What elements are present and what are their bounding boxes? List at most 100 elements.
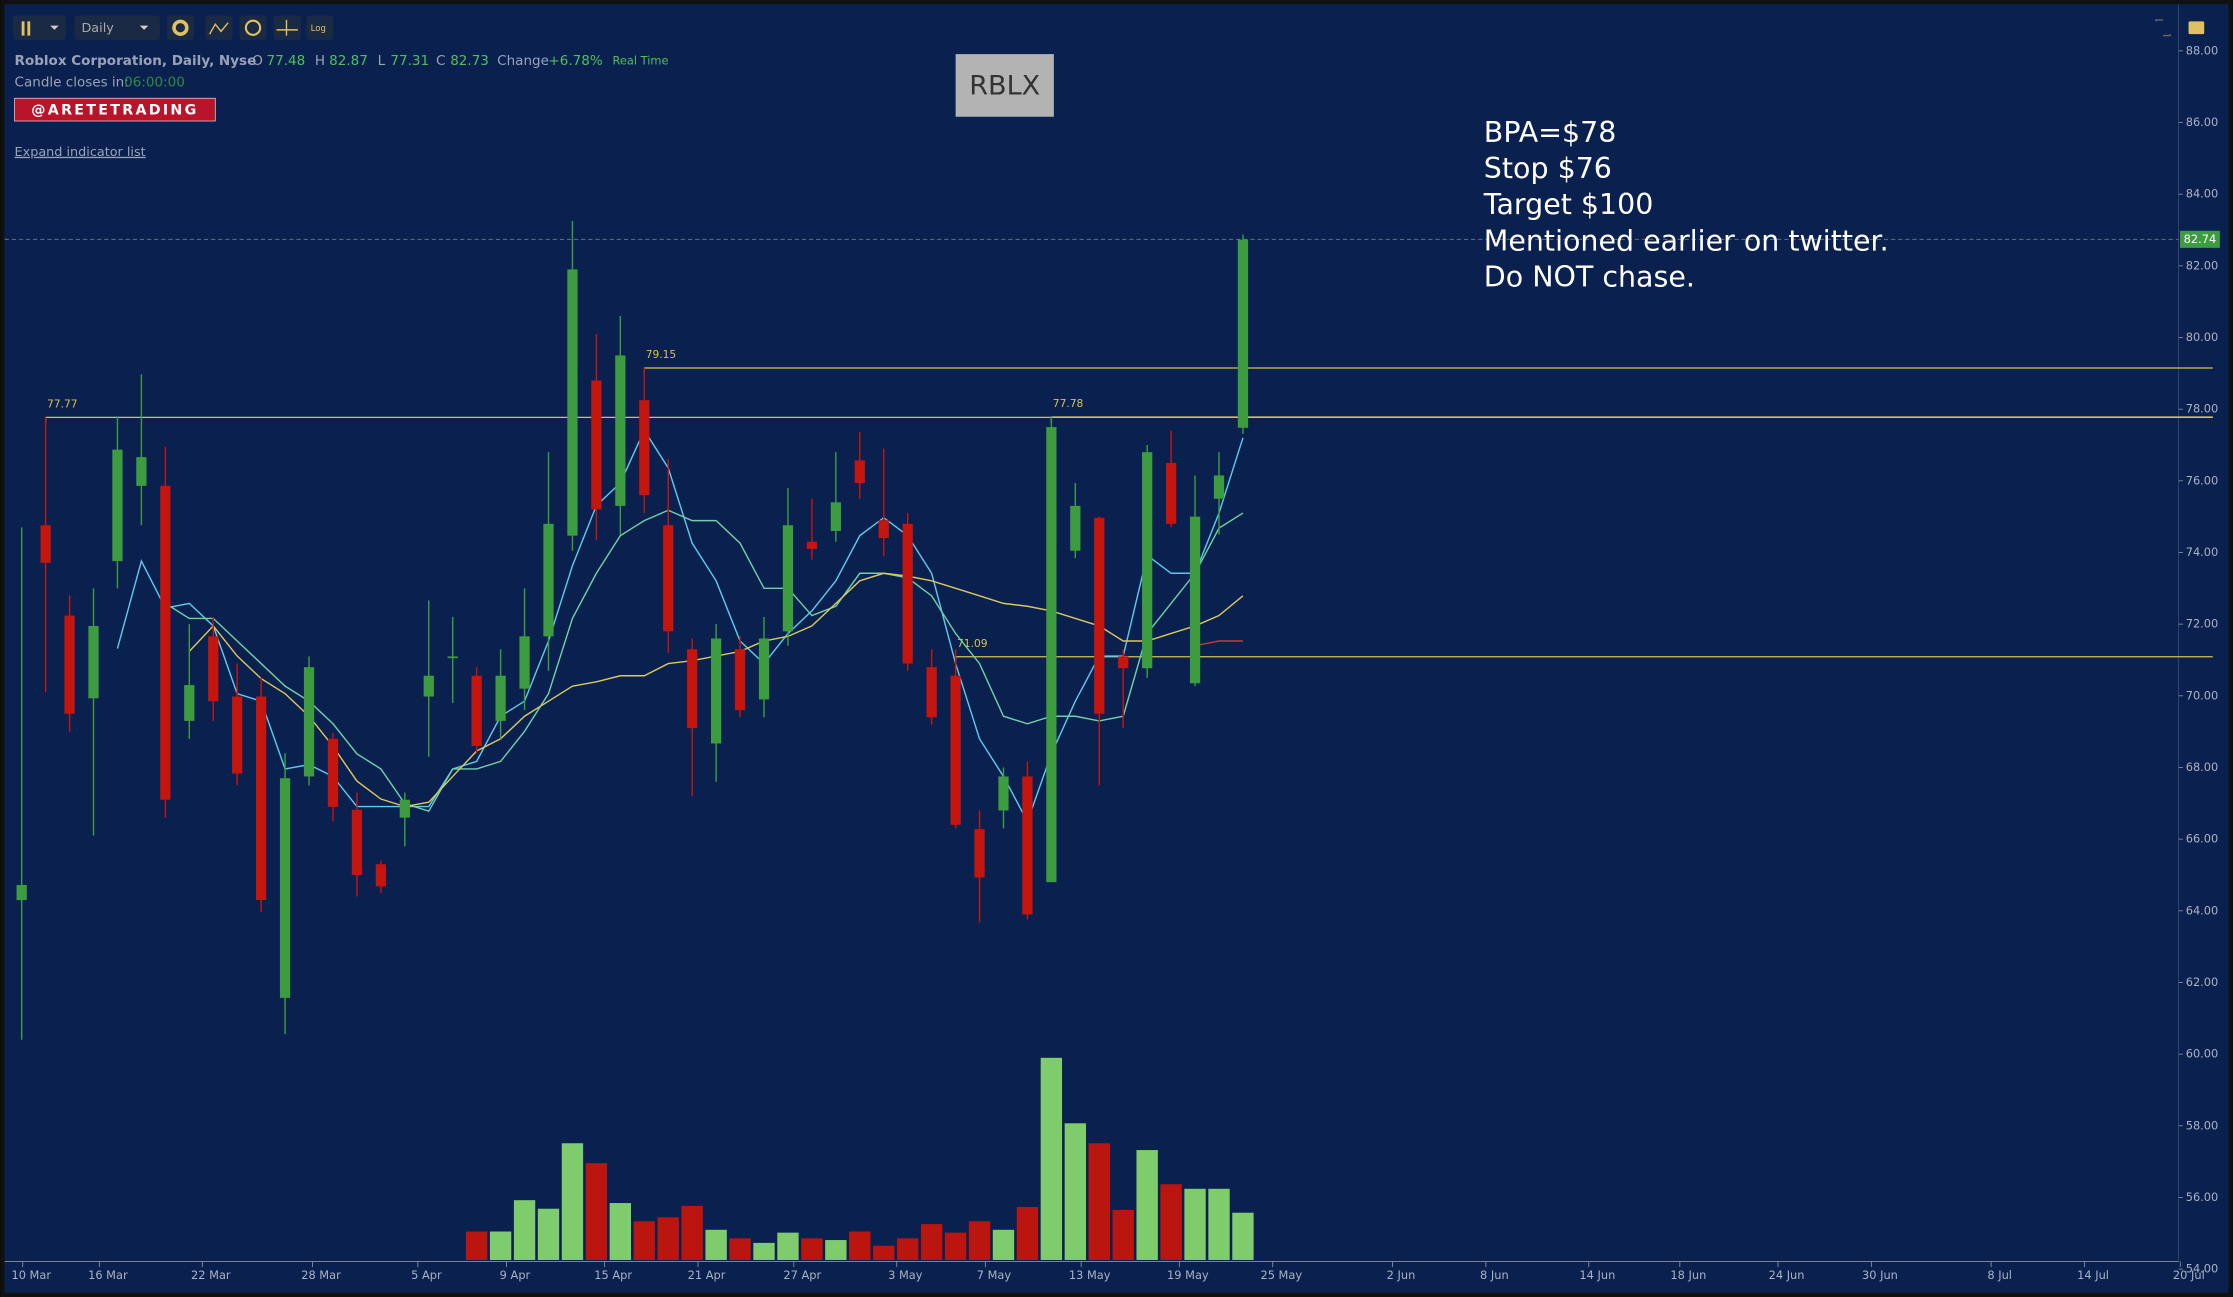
ohlc-key: C bbox=[436, 53, 445, 69]
fullscreen-icon[interactable] bbox=[2155, 19, 2171, 37]
volume-bar bbox=[609, 1203, 632, 1260]
marks: 54.00 56.00 58.00 60.00 62.00 64.00 66.00 68.00… bbox=[4, 4, 2220, 1282]
volume-bar bbox=[1208, 1188, 1230, 1260]
y-tick-label: 72.00 bbox=[2186, 617, 2219, 631]
clock-icon bbox=[244, 19, 262, 36]
volume-bar bbox=[968, 1221, 991, 1260]
last-price-box bbox=[2180, 230, 2220, 248]
candle-body bbox=[327, 738, 339, 807]
candle-closes-label: Candle closes in: bbox=[15, 75, 129, 91]
candle-body bbox=[208, 636, 219, 702]
ohlc-key: H bbox=[315, 53, 325, 69]
settings-button[interactable] bbox=[166, 15, 194, 40]
ohlc-value: 82.87 bbox=[329, 53, 368, 69]
candle-body bbox=[710, 638, 722, 744]
camera-icon[interactable] bbox=[2188, 21, 2205, 35]
toolbar: Daily Log bbox=[13, 15, 2205, 40]
y-tick-label: 84.00 bbox=[2186, 187, 2219, 201]
annotation: Do NOT chase. bbox=[1484, 260, 1695, 293]
candle-body bbox=[950, 675, 961, 825]
ohlc-value: 77.31 bbox=[390, 53, 429, 69]
x-tick-label: 7 May bbox=[977, 1268, 1012, 1282]
brand-text: @ARETETRADING bbox=[31, 102, 198, 118]
x-tick-label: 19 May bbox=[1167, 1268, 1209, 1282]
annotation: Mentioned earlier on twitter. bbox=[1484, 224, 1889, 257]
volume-bar bbox=[729, 1238, 751, 1260]
volume-bar bbox=[585, 1163, 608, 1260]
x-tick-label: 13 May bbox=[1069, 1268, 1111, 1282]
candle-body bbox=[1213, 475, 1225, 499]
volume-bar bbox=[1136, 1150, 1158, 1260]
y-tick-label: 78.00 bbox=[2186, 402, 2219, 416]
candle-body bbox=[303, 667, 315, 777]
symbol-box bbox=[955, 54, 1054, 117]
candle-body bbox=[1118, 656, 1129, 669]
y-tick-label: 82.00 bbox=[2186, 258, 2219, 272]
candle-body bbox=[1237, 239, 1249, 428]
annotation: BPA=$78 bbox=[1484, 116, 1617, 149]
x-tick-label: 14 Jun bbox=[1579, 1268, 1615, 1282]
level-label: 79.15 bbox=[646, 348, 677, 361]
candle-body bbox=[136, 457, 147, 486]
y-tick-label: 68.00 bbox=[2186, 760, 2219, 774]
realtime-label: Real Time bbox=[613, 54, 669, 68]
moving-average bbox=[164, 509, 1244, 813]
time-button[interactable] bbox=[239, 15, 267, 40]
volume-bar bbox=[705, 1229, 727, 1260]
level-label: 77.77 bbox=[47, 398, 78, 411]
volume-bar bbox=[992, 1229, 1015, 1260]
x-tick-label: 20 Jul bbox=[2173, 1268, 2205, 1282]
last-price-label: 82.74 bbox=[2184, 232, 2217, 246]
annotation: Target $100 bbox=[1483, 188, 1654, 221]
y-tick-label: 88.00 bbox=[2186, 43, 2219, 57]
y-tick-label: 64.00 bbox=[2186, 903, 2219, 917]
candle-body bbox=[1046, 427, 1057, 883]
level-label: 71.09 bbox=[957, 637, 988, 650]
volume-bar bbox=[944, 1232, 967, 1260]
y-tick-label: 74.00 bbox=[2186, 545, 2219, 559]
volume-bar bbox=[1112, 1209, 1134, 1260]
candle-body bbox=[519, 636, 530, 689]
interval-select[interactable] bbox=[74, 15, 160, 40]
x-tick-label: 2 Jun bbox=[1387, 1268, 1416, 1282]
y-tick-label: 86.00 bbox=[2186, 115, 2219, 129]
change-value: +6.78% bbox=[548, 53, 602, 69]
log-label: Log bbox=[311, 24, 326, 34]
expand-indicators[interactable]: Expand indicator list bbox=[15, 145, 146, 160]
y-tick-label: 58.00 bbox=[2186, 1118, 2219, 1132]
candle-body bbox=[1142, 452, 1153, 669]
ohlc-value: 82.73 bbox=[450, 53, 489, 69]
candle-body bbox=[1022, 776, 1033, 915]
plot-background bbox=[4, 4, 2229, 1293]
volume-bar bbox=[1184, 1188, 1206, 1260]
candle-body bbox=[1094, 517, 1105, 714]
candle-body bbox=[830, 502, 841, 531]
ohlc-key: O bbox=[252, 53, 263, 69]
log-button[interactable] bbox=[306, 15, 334, 40]
candle-body bbox=[1189, 516, 1201, 684]
volume-bar bbox=[513, 1200, 536, 1260]
x-tick-label: 14 Jul bbox=[2077, 1268, 2109, 1282]
x-tick-label: 25 May bbox=[1260, 1268, 1302, 1282]
candle-body bbox=[279, 778, 291, 998]
volume-bar bbox=[537, 1208, 560, 1260]
chart-type-button[interactable] bbox=[13, 15, 66, 40]
volume-bar bbox=[657, 1217, 679, 1260]
y-tick-label: 62.00 bbox=[2186, 975, 2219, 989]
indicator-icon bbox=[208, 22, 229, 35]
x-tick-label: 5 Apr bbox=[411, 1268, 442, 1282]
interval-label: Daily bbox=[81, 21, 114, 36]
volume-bar bbox=[1064, 1123, 1087, 1260]
y-tick-label: 60.00 bbox=[2186, 1047, 2219, 1061]
candle-body bbox=[232, 696, 243, 774]
candle-body bbox=[878, 520, 889, 539]
moving-average bbox=[1194, 640, 1243, 647]
volume-bar bbox=[1016, 1207, 1039, 1260]
candle-body bbox=[88, 625, 99, 699]
volume-bar bbox=[633, 1221, 655, 1260]
x-tick-label: 22 Mar bbox=[191, 1268, 231, 1282]
volume-bar bbox=[1232, 1212, 1254, 1260]
candle-body bbox=[758, 638, 770, 700]
draw-icon bbox=[276, 19, 298, 36]
